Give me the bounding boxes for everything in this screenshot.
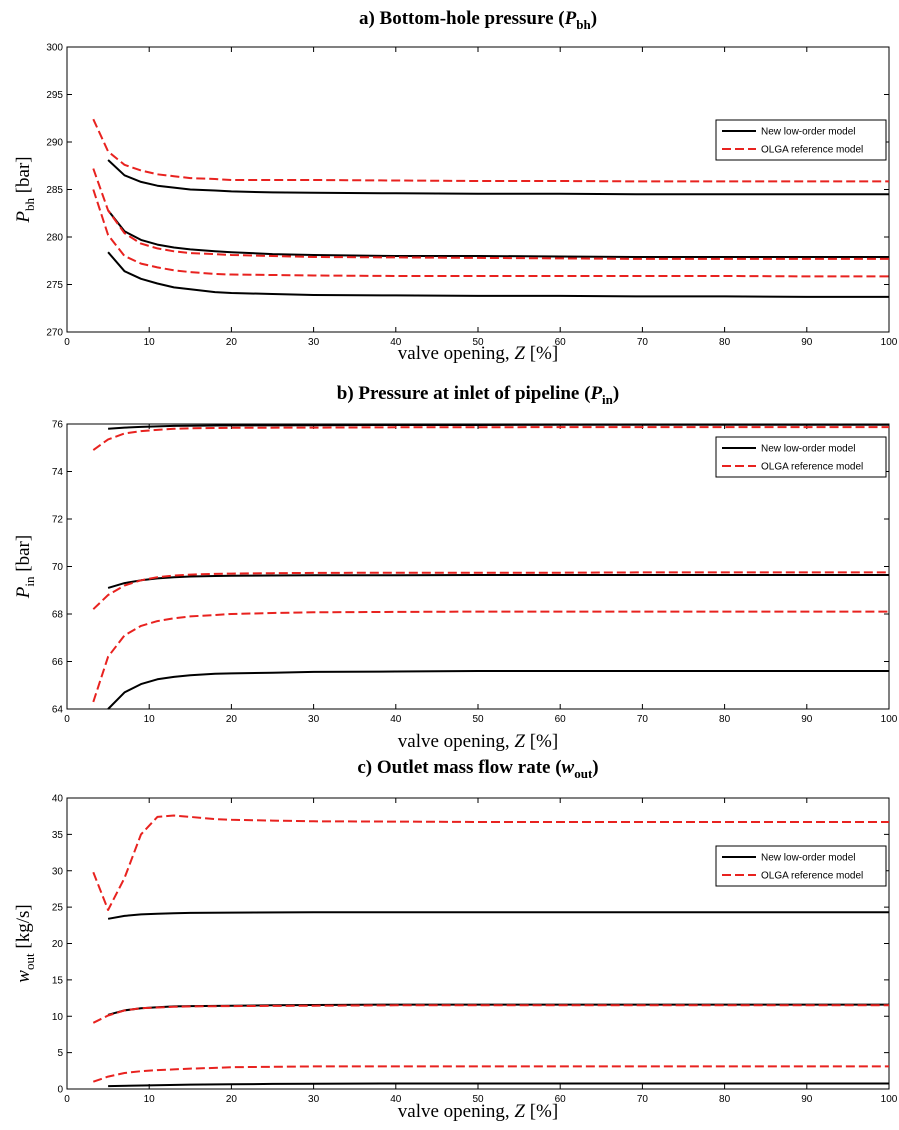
x-tick-label: 0 [64,1094,70,1105]
model-series-line-3 [107,251,889,298]
x-tick-label: 70 [637,337,649,348]
legend-label-2: OLGA reference model [761,462,863,473]
x-tick-label: 100 [881,337,898,348]
y-tick-label: 5 [57,1048,63,1059]
x-tick-label: 40 [390,1094,402,1105]
y-tick-label: 30 [52,866,64,877]
x-tick-label: 30 [308,714,320,725]
chart-panel-c: c) Outlet mass flow rate (wout) 0 10 20 30 40… [13,757,898,1122]
legend: New low-order model OLGA reference model [715,436,887,478]
x-tick-label: 40 [390,714,402,725]
olga-series-line-4 [92,426,889,451]
y-tick-label: 295 [46,90,63,101]
legend: New low-order model OLGA reference model [715,119,887,161]
olga-series-line-6 [92,610,889,703]
x-tick-label: 40 [390,337,402,348]
x-tick-label: 90 [801,714,813,725]
legend-label-2: OLGA reference model [761,871,863,882]
y-tick-label: 270 [46,328,63,339]
x-tick-label: 80 [719,337,731,348]
model-series-line-1 [107,911,889,920]
y-tick-label: 76 [52,420,64,431]
olga-series-line-4 [92,118,889,183]
x-tick-label: 60 [555,337,567,348]
legend-label-1: New low-order model [761,444,855,455]
chart-title: b) Pressure at inlet of pipeline (Pin) [337,383,619,407]
y-tick-label: 10 [52,1012,64,1023]
y-tick-label: 275 [46,280,63,291]
y-tick-label: 35 [52,830,64,841]
x-tick-label: 50 [472,337,484,348]
y-tick-label: 285 [46,185,63,196]
legend-box [715,845,887,887]
legend: New low-order model OLGA reference model [715,845,887,887]
x-tick-label: 10 [144,1094,156,1105]
legend-box [715,119,887,161]
x-tick-label: 20 [226,1094,238,1105]
x-tick-label: 30 [308,1094,320,1105]
model-series-line-1 [107,159,889,196]
x-tick-label: 50 [472,1094,484,1105]
x-tick-label: 90 [801,1094,813,1105]
x-tick-label: 20 [226,714,238,725]
x-tick-label: 70 [637,714,649,725]
x-tick-label: 0 [64,337,70,348]
model-series-line-2 [107,209,889,258]
x-tick-label: 80 [719,1094,731,1105]
olga-series-line-5 [92,168,889,260]
y-tick-label: 66 [52,657,64,668]
olga-series-line-4 [92,814,889,911]
y-axis-label: Pbh [bar] [13,156,37,223]
x-axis-label: valve opening, Z [%] [398,731,558,752]
x-tick-label: 50 [472,714,484,725]
y-tick-label: 300 [46,43,63,54]
y-tick-label: 40 [52,794,64,805]
x-tick-label: 30 [308,337,320,348]
y-axis-label: Pin [bar] [13,535,37,599]
olga-series-line-6 [92,1065,889,1083]
chart-panel-a: a) Bottom-hole pressure (Pbh) 0 10 20 30 40 50… [13,8,898,364]
x-axis-label: valve opening, Z [%] [398,343,558,364]
y-tick-label: 15 [52,975,64,986]
olga-series-line-6 [92,189,889,278]
y-tick-label: 74 [52,467,64,478]
olga-series-line-5 [92,571,889,610]
x-axis-label: valve opening, Z [%] [398,1101,558,1122]
model-series-line-3 [108,1082,889,1088]
chart-panel-b: b) Pressure at inlet of pipeline (Pin) 0 1… [13,383,898,752]
y-tick-label: 25 [52,903,64,914]
model-series-line-3 [107,670,889,710]
legend-label-2: OLGA reference model [761,145,863,156]
chart-title: a) Bottom-hole pressure (Pbh) [359,8,597,32]
y-tick-label: 68 [52,610,64,621]
legend-label-1: New low-order model [761,127,855,138]
plot-area [66,797,890,1090]
y-tick-label: 290 [46,138,63,149]
x-tick-label: 70 [637,1094,649,1105]
x-tick-label: 0 [64,714,70,725]
y-tick-label: 0 [57,1085,63,1096]
y-tick-label: 64 [52,705,64,716]
x-tick-label: 60 [555,1094,567,1105]
y-tick-label: 20 [52,939,64,950]
x-tick-label: 100 [881,714,898,725]
x-tick-label: 90 [801,337,813,348]
x-tick-label: 10 [144,714,156,725]
x-tick-label: 80 [719,714,731,725]
chart-title: c) Outlet mass flow rate (wout) [357,757,598,781]
y-tick-label: 70 [52,562,64,573]
x-tick-label: 100 [881,1094,898,1105]
y-tick-label: 72 [52,515,64,526]
legend-label-1: New low-order model [761,853,855,864]
x-tick-label: 10 [144,337,156,348]
legend-box [715,436,887,478]
olga-series-line-5 [92,1004,889,1024]
x-tick-label: 20 [226,337,238,348]
model-series-line-1 [108,423,889,430]
model-series-line-2 [107,574,889,589]
y-axis-label: wout [kg/s] [13,904,37,982]
x-tick-label: 60 [555,714,567,725]
y-tick-label: 280 [46,233,63,244]
